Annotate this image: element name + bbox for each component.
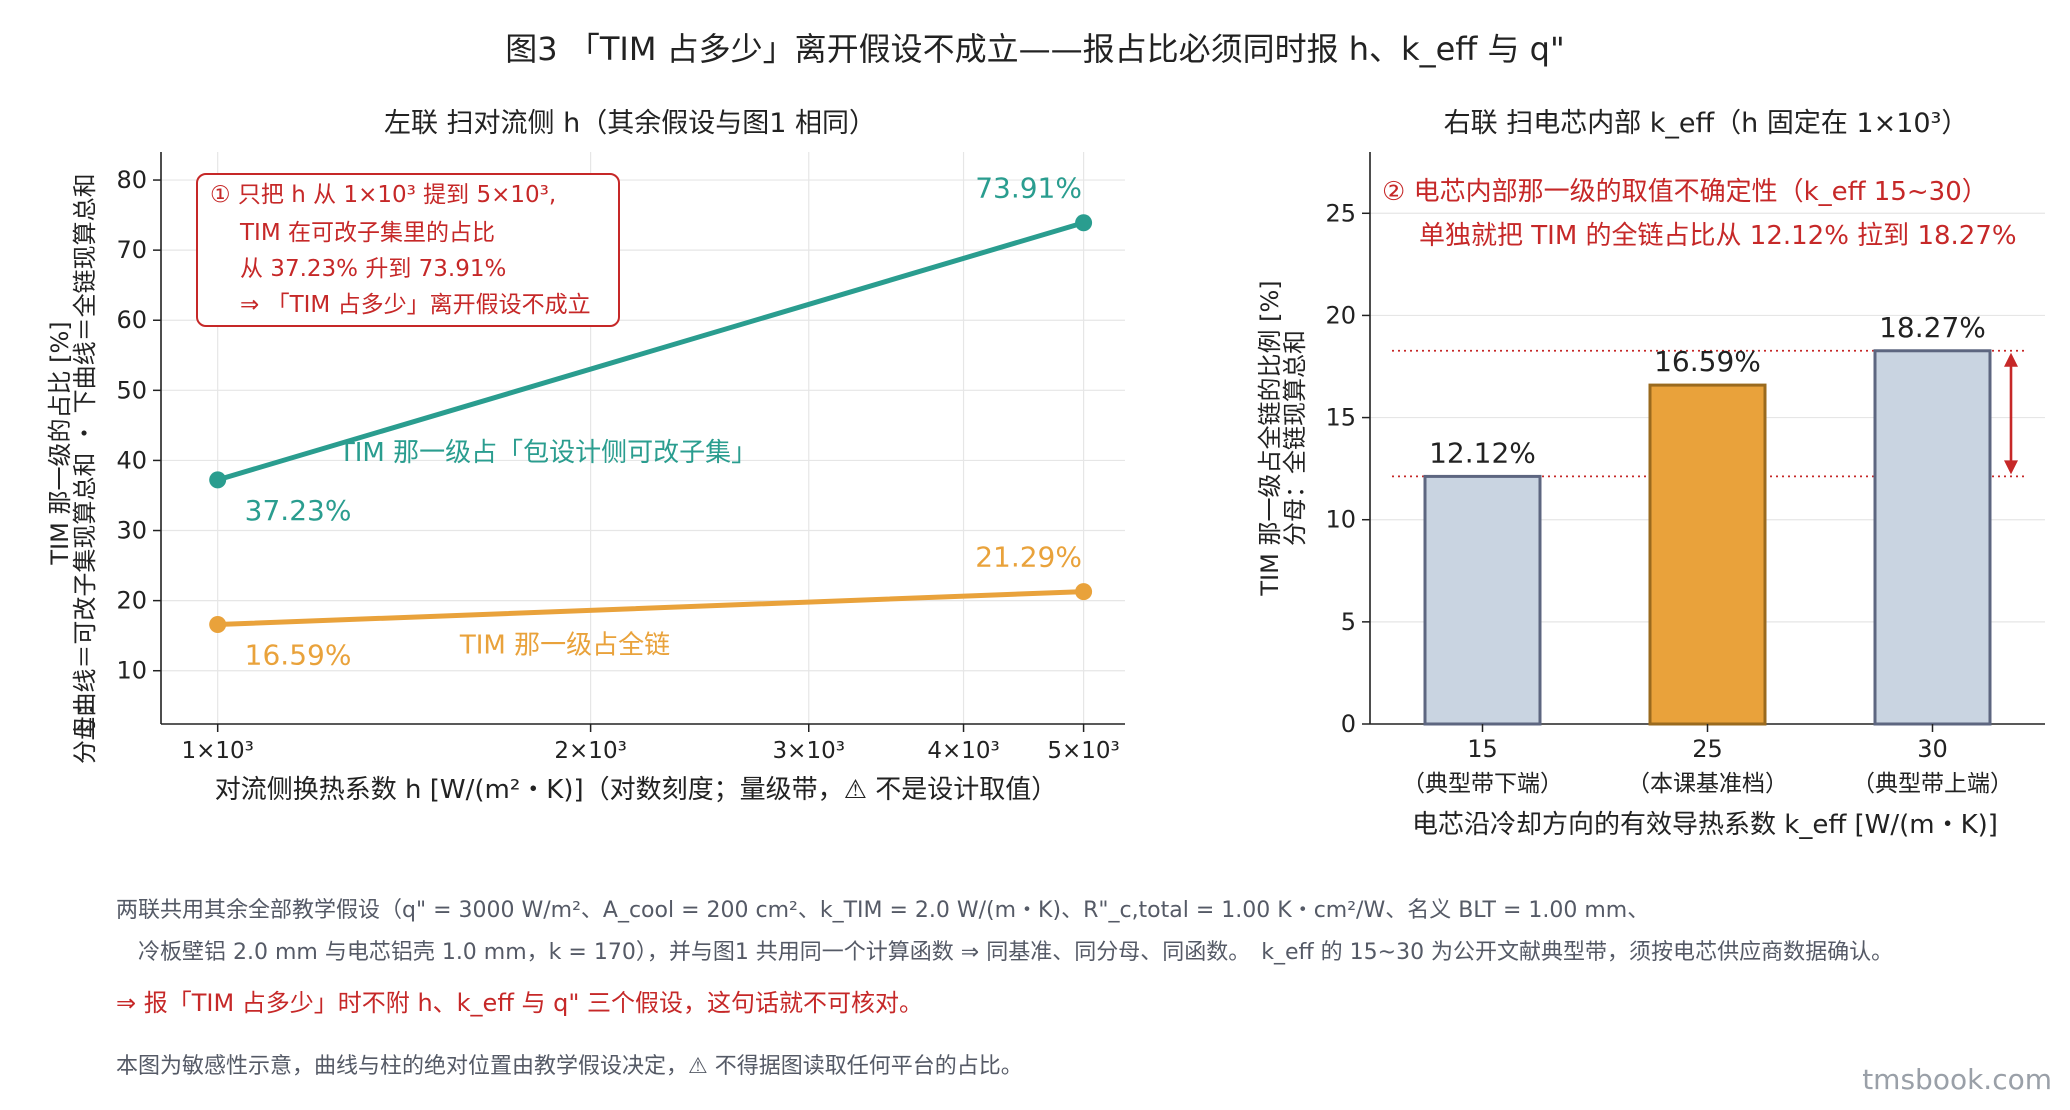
right-x-tick-label: 25 <box>1692 735 1723 763</box>
right-bars: 12.12% 16.59% 18.27% <box>1423 311 1992 726</box>
note-conclusion: ⇒ 报「TIM 占多少」时不附 h、k_eff 与 q" 三个假设，这句话就不可… <box>116 989 924 1017</box>
right-y-tick-label: 10 <box>1325 506 1356 534</box>
right-xlabel: 电芯沿冷却方向的有效导热系数 k_eff [W/(m・K)] <box>1412 810 1998 840</box>
range-arrow <box>2004 352 2018 475</box>
left-x-tick-label: 1×10³ <box>181 738 253 764</box>
left-panel: 左联 扫对流侧 h（其余假设与图1 相同） 10 20 30 40 50 60 70 80 1… <box>46 108 1125 805</box>
left-annotation-line3: 从 37.23% 升到 73.91% <box>240 256 506 282</box>
note-disclaimer: 本图为敏感性示意，曲线与柱的绝对位置由教学假设决定，⚠ 不得据图读取任何平台的占… <box>116 1054 1023 1079</box>
right-annotation-line1: ② 电芯内部那一级的取值不确定性（k_eff 15~30） <box>1382 177 1988 207</box>
right-x-tick-label: 30 <box>1917 735 1948 763</box>
right-annotation-line2: 单独就把 TIM 的全链占比从 12.12% 拉到 18.27% <box>1419 221 2017 251</box>
right-x-tick-sublabel: （典型带上端） <box>1852 771 2013 797</box>
left-axes <box>160 152 1125 725</box>
right-y-tick-label: 25 <box>1325 199 1356 227</box>
data-label: 21.29% <box>975 541 1082 574</box>
left-annotation: ① 只把 h 从 1×10³ 提到 5×10³, TIM 在可改子集里的占比 从… <box>196 173 620 327</box>
right-y-tick-label: 0 <box>1341 710 1356 738</box>
right-y-tick-label: 5 <box>1341 608 1356 636</box>
left-y-tick-label: 50 <box>116 376 147 404</box>
range-arrow-head-bottom <box>2004 460 2018 475</box>
note-line2: 冷板壁铝 2.0 mm 与电芯铝壳 1.0 mm，k = 170），并与图1 共… <box>138 940 1894 965</box>
left-annotation-box <box>196 173 620 327</box>
series-line-0 <box>215 220 1087 483</box>
bar <box>1648 383 1767 726</box>
note-line1: 两联共用其余全部教学假设（q" = 3000 W/m²、A_cool = 200… <box>116 898 1650 923</box>
series-name-label: TIM 那一级占「包设计侧可改子集」 <box>338 438 757 468</box>
range-arrow-head-top <box>2004 352 2018 367</box>
left-ylabel: TIM 那一级的占比 [%] 上曲线＝可改子集现算总和 ・ 下曲线＝全链现算总和… <box>46 173 99 764</box>
data-point <box>209 616 227 634</box>
left-x-tick-label: 3×10³ <box>773 738 845 764</box>
left-y-tick-label: 70 <box>116 236 147 264</box>
left-annotation-line1: ① 只把 h 从 1×10³ 提到 5×10³, <box>210 182 556 208</box>
bar-value-label: 18.27% <box>1879 311 1986 344</box>
left-y-tick-label: 40 <box>116 446 147 474</box>
right-x-tick-sublabel: （典型带下端） <box>1402 771 1563 797</box>
left-series: 37.23% 73.91% 16.59% 21.29% TIM 那一级占「包设计侧可改子… <box>209 172 1093 672</box>
data-point <box>1075 583 1093 601</box>
left-y-tick-label: 80 <box>116 166 147 194</box>
left-annotation-line2: TIM 在可改子集里的占比 <box>239 220 495 246</box>
bar-value-label: 16.59% <box>1654 345 1761 378</box>
left-ylabel-line1: TIM 那一级的占比 [%] <box>46 321 74 565</box>
left-y-tick-label: 30 <box>116 517 147 545</box>
left-y-tick-label: 60 <box>116 306 147 334</box>
series-name-label: TIM 那一级占全链 <box>459 631 670 661</box>
right-ylabel-line1: TIM 那一级占全链的比例 [%] <box>1256 280 1284 596</box>
bar <box>1423 474 1542 726</box>
bar-value-label: 12.12% <box>1429 436 1536 469</box>
right-y-ticks: 0 5 10 15 20 25 <box>1325 199 1370 738</box>
data-point <box>1075 214 1093 232</box>
series-line-1 <box>215 589 1087 628</box>
left-x-tick-label: 4×10³ <box>927 738 999 764</box>
right-panel-title: 右联 扫电芯内部 k_eff（h 固定在 1×10³） <box>1444 108 1969 139</box>
data-label: 73.91% <box>975 172 1082 205</box>
left-x-tick-label: 2×10³ <box>554 738 626 764</box>
figure-title: 图3 「TIM 占多少」离开假设不成立——报占比必须同时报 h、k_eff 与 … <box>505 30 1564 68</box>
data-point <box>209 471 227 489</box>
left-x-tick-label: 5×10³ <box>1047 738 1119 764</box>
right-x-tick-label: 15 <box>1467 735 1498 763</box>
left-xlabel: 对流侧换热系数 h [W/(m²・K)]（对数刻度；量级带，⚠ 不是设计取值） <box>215 775 1057 805</box>
left-ylabel-line3: 分母： <box>71 692 99 764</box>
right-y-tick-label: 15 <box>1325 404 1356 432</box>
left-annotation-line4: ⇒ 「TIM 占多少」离开假设不成立 <box>240 292 591 318</box>
left-panel-title: 左联 扫对流侧 h（其余假设与图1 相同） <box>384 108 876 139</box>
left-ylabel-line2: 上曲线＝可改子集现算总和 ・ 下曲线＝全链现算总和 <box>71 173 99 740</box>
right-x-tick-sublabel: （本课基准档） <box>1627 771 1788 797</box>
data-label: 37.23% <box>245 494 352 527</box>
right-ylabel: TIM 那一级占全链的比例 [%] 分母：全链现算总和 <box>1256 280 1309 596</box>
bar <box>1873 349 1992 726</box>
right-x-ticks: 15 （典型带下端） 25 （本课基准档） 30 （典型带上端） <box>1402 724 2013 797</box>
right-y-tick-label: 20 <box>1325 301 1356 329</box>
left-y-tick-label: 10 <box>116 657 147 685</box>
left-y-ticks: 10 20 30 40 50 60 70 80 <box>116 166 161 685</box>
left-x-ticks: 1×10³ 2×10³ 3×10³ 4×10³ 5×10³ <box>181 724 1120 764</box>
data-label: 16.59% <box>245 639 352 672</box>
right-panel: 右联 扫电芯内部 k_eff（h 固定在 1×10³） 0 5 10 15 20 25 1… <box>1256 108 2045 840</box>
right-ylabel-line2: 分母：全链现算总和 <box>1281 330 1309 546</box>
watermark: tmsbook.com <box>1862 1063 2052 1096</box>
left-y-tick-label: 20 <box>116 587 147 615</box>
